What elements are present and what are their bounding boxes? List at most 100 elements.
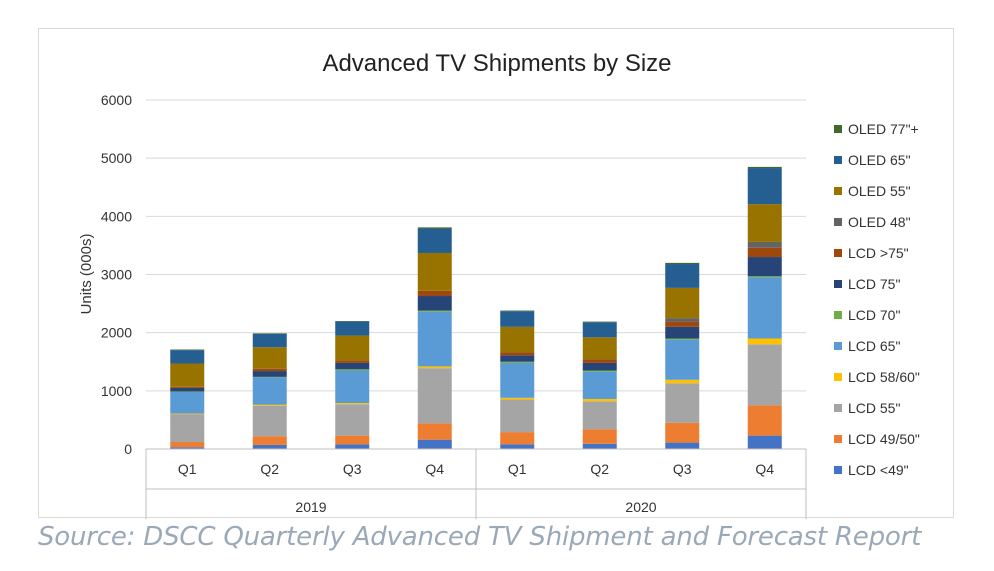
bar-segment [665, 422, 700, 443]
bar-segment [665, 326, 700, 339]
bar-segment [170, 442, 205, 448]
legend-item: LCD 70" [834, 307, 900, 323]
bar-segment [582, 362, 617, 371]
legend-label: LCD <49" [848, 462, 909, 478]
bar-segment [335, 444, 370, 449]
bar-segment [335, 321, 370, 336]
x-tick-label: Q2 [590, 461, 609, 477]
bar-segment [335, 404, 370, 436]
y-tick-label: 2000 [101, 325, 132, 341]
bar-segment [417, 296, 452, 311]
bar-segment [582, 321, 617, 323]
legend-item: OLED 77"+ [834, 121, 919, 137]
bar-segment [417, 366, 452, 369]
bar-segment [665, 264, 700, 288]
bar-segment [500, 352, 535, 356]
bar-segment [582, 443, 617, 449]
bar-stack [170, 349, 205, 449]
bar-segment [252, 377, 287, 405]
bar-segment [417, 439, 452, 449]
bar-segment [500, 362, 535, 398]
bar-segment [665, 262, 700, 265]
bar-segment [417, 310, 452, 312]
bar-segment [582, 359, 617, 363]
legend-label: LCD 49/50" [848, 431, 920, 447]
y-tick-label: 6000 [101, 92, 132, 108]
legend-swatch [834, 280, 842, 288]
bar-segment [582, 337, 617, 360]
bar-stack [417, 227, 452, 449]
legend-label: OLED 55" [848, 183, 911, 199]
bar-segment [747, 257, 782, 277]
bar-segment [665, 379, 700, 384]
bar-segment [252, 368, 287, 372]
bar-segment [252, 436, 287, 445]
bar-segment [252, 333, 287, 334]
bar-segment [170, 414, 205, 443]
bar-segment [417, 311, 452, 367]
bar-segment [747, 277, 782, 339]
y-tick-label: 5000 [101, 150, 132, 166]
chart-frame: Advanced TV Shipments by Size Units (000… [38, 28, 954, 519]
legend-label: LCD 75" [848, 276, 900, 292]
bar-segment [665, 338, 700, 340]
legend-swatch [834, 342, 842, 350]
legend-item: OLED 48" [834, 214, 911, 230]
legend: OLED 77"+ OLED 65" OLED 55" OLED 48" LCD >75… [834, 121, 920, 478]
source-note: Source: DSCC Quarterly Advanced TV Shipm… [38, 522, 922, 552]
bar-segment [747, 241, 782, 248]
bar-segment [252, 333, 287, 348]
legend-swatch [834, 218, 842, 226]
y-tick-label: 4000 [101, 208, 132, 224]
legend-label: LCD 58/60" [848, 369, 920, 385]
bar-segment [582, 371, 617, 399]
bar-segment [747, 276, 782, 278]
legend-label: LCD >75" [848, 245, 909, 261]
legend-label: OLED 65" [848, 152, 911, 168]
legend-swatch [834, 187, 842, 195]
bar-segment [252, 405, 287, 437]
bar-segment [417, 423, 452, 440]
legend-item: OLED 65" [834, 152, 911, 168]
bar-segment [417, 368, 452, 424]
chart-title: Advanced TV Shipments by Size [322, 50, 671, 77]
legend-swatch [834, 404, 842, 412]
bar-segment [665, 287, 700, 319]
bar-segment [500, 326, 535, 353]
bar-segment [747, 204, 782, 242]
x-tick-label: Q1 [178, 461, 197, 477]
bar-segment [335, 321, 370, 322]
bar-segment [335, 435, 370, 445]
bar-segment [500, 355, 535, 362]
bar-segment [170, 391, 205, 392]
bar-segment [417, 227, 452, 229]
bar-segment [170, 350, 205, 364]
bar-stack [335, 321, 370, 449]
x-tick-label: Q3 [343, 461, 362, 477]
bar-segment [500, 361, 535, 363]
bar-segment [665, 318, 700, 322]
bar-segment [500, 397, 535, 400]
bar-segment [252, 444, 287, 449]
legend-swatch [834, 435, 842, 443]
bar-segment [582, 429, 617, 444]
bar-segment [417, 228, 452, 253]
bar-segment [335, 369, 370, 371]
bar-segment [252, 371, 287, 377]
bar-segment [170, 386, 205, 388]
legend-label: LCD 55" [848, 400, 900, 416]
x-group-label: 2020 [625, 499, 656, 515]
bar-segment [170, 447, 205, 449]
legend-item: LCD <49" [834, 462, 909, 478]
bar-stack [500, 310, 535, 449]
x-group-label: 2019 [295, 499, 326, 515]
y-tick-label: 0 [124, 441, 132, 457]
y-tick-label: 3000 [101, 267, 132, 283]
bar-segment [582, 398, 617, 402]
bar-segment [582, 401, 617, 430]
bar-segment [417, 252, 452, 291]
legend-label: OLED 48" [848, 214, 911, 230]
bar-segment [582, 370, 617, 372]
legend-item: LCD 58/60" [834, 369, 920, 385]
legend-swatch [834, 156, 842, 164]
